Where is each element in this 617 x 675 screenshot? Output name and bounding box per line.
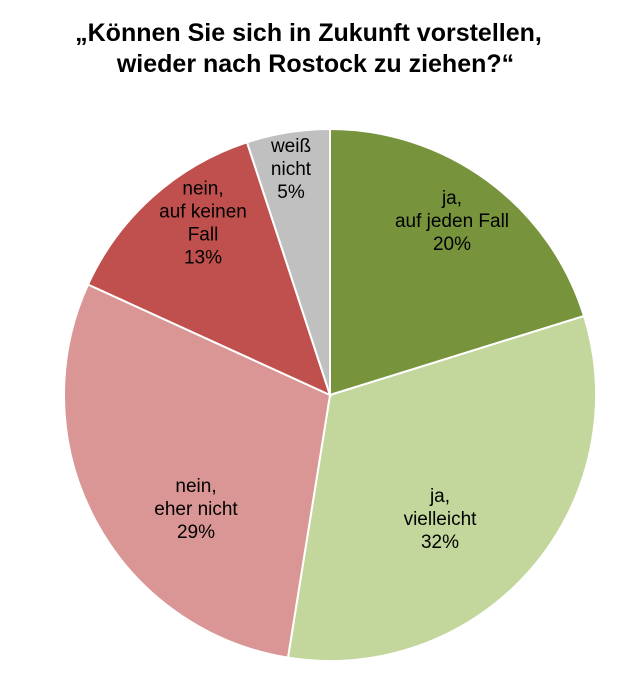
pie-labels: ja, auf jeden Fall 20%ja, vielleicht 32%nein… xyxy=(154,136,509,553)
slice-label-line-4-1: nicht xyxy=(271,159,312,180)
slice-label-3: nein, auf keinen Fall 13% xyxy=(159,179,247,269)
slice-label-line-2-0: nein, xyxy=(175,476,216,497)
chart-title: „Können Sie sich in Zukunft vorstellen, … xyxy=(0,18,617,80)
slice-label-1: ja, vielleicht 32% xyxy=(404,486,478,553)
slice-value-label-4: 5% xyxy=(277,182,305,203)
slice-label-line-2-1: eher nicht xyxy=(154,499,238,520)
slice-label-2: nein, eher nicht 29% xyxy=(154,476,238,543)
slice-label-4: weiß nicht 5% xyxy=(270,136,312,203)
slice-value-label-3: 13% xyxy=(184,248,222,269)
chart-title-line-1: „Können Sie sich in Zukunft vorstellen, xyxy=(75,19,542,47)
slice-label-line-3-1: auf keinen xyxy=(159,202,247,223)
pie-slice-4 xyxy=(245,127,331,396)
pie-slice-1 xyxy=(286,314,597,662)
slice-value-label-0: 20% xyxy=(433,234,471,255)
slice-label-line-1-0: ja, xyxy=(429,486,450,507)
chart-title-line-2: wieder nach Rostock zu ziehen?“ xyxy=(116,50,515,78)
pie-slice-0 xyxy=(329,127,586,397)
slice-label-line-1-1: vielleicht xyxy=(404,509,478,530)
slice-label-0: ja, auf jeden Fall 20% xyxy=(395,188,509,255)
pie-slice-3 xyxy=(86,141,332,397)
slice-label-line-4-0: weiß xyxy=(270,136,311,157)
slice-value-label-2: 29% xyxy=(177,522,215,543)
slice-label-line-3-2: Fall xyxy=(188,225,219,246)
pie-slice-2 xyxy=(63,283,332,659)
pie-slices xyxy=(63,127,597,662)
slice-label-line-3-0: nein, xyxy=(182,179,223,200)
slice-label-line-0-0: ja, xyxy=(441,188,462,209)
slice-label-line-0-1: auf jeden Fall xyxy=(395,211,509,232)
slice-value-label-1: 32% xyxy=(421,532,459,553)
